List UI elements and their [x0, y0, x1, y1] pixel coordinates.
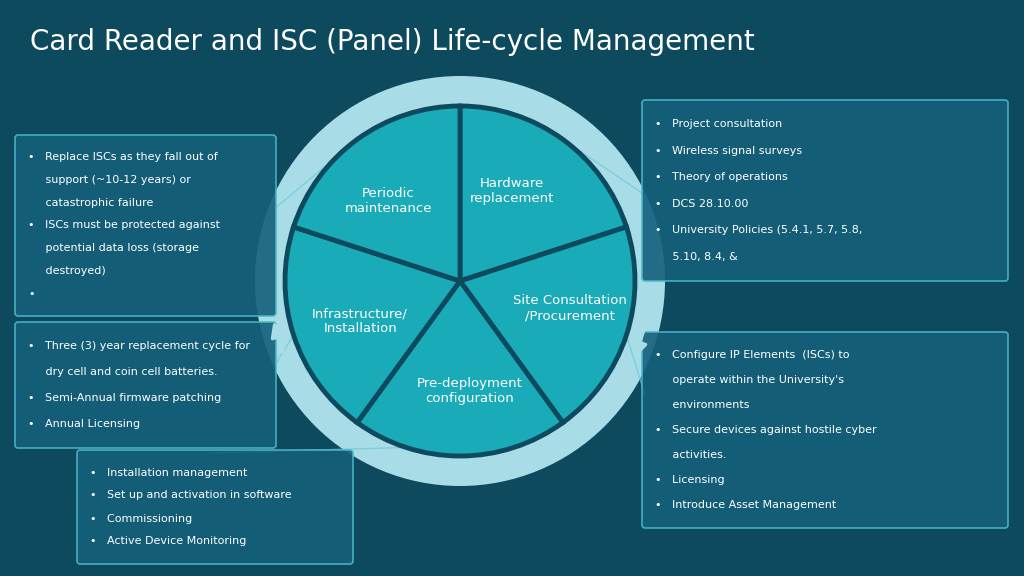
Text: destroyed): destroyed): [28, 266, 105, 276]
Text: •   Active Device Monitoring: • Active Device Monitoring: [90, 536, 247, 547]
Wedge shape: [294, 106, 460, 281]
Text: Pre-deployment
configuration: Pre-deployment configuration: [417, 377, 523, 405]
Text: •   Secure devices against hostile cyber: • Secure devices against hostile cyber: [655, 425, 877, 435]
Text: •   Installation management: • Installation management: [90, 468, 248, 478]
FancyBboxPatch shape: [15, 135, 276, 316]
Text: dry cell and coin cell batteries.: dry cell and coin cell batteries.: [28, 367, 218, 377]
Circle shape: [255, 76, 665, 486]
Text: •: •: [28, 289, 35, 298]
Wedge shape: [357, 281, 563, 456]
Text: •   Introduce Asset Management: • Introduce Asset Management: [655, 499, 837, 510]
Text: operate within the University's: operate within the University's: [655, 376, 844, 385]
Text: potential data loss (storage: potential data loss (storage: [28, 243, 199, 253]
Text: •   Three (3) year replacement cycle for: • Three (3) year replacement cycle for: [28, 341, 250, 351]
Text: environments: environments: [655, 400, 750, 410]
FancyBboxPatch shape: [642, 332, 1008, 528]
Wedge shape: [460, 227, 635, 423]
Text: activities.: activities.: [655, 450, 726, 460]
Wedge shape: [460, 106, 627, 281]
Text: •   DCS 28.10.00: • DCS 28.10.00: [655, 199, 749, 209]
Text: •   Annual Licensing: • Annual Licensing: [28, 419, 140, 429]
Text: support (~10-12 years) or: support (~10-12 years) or: [28, 175, 190, 185]
Text: catastrophic failure: catastrophic failure: [28, 198, 154, 208]
Text: •   Project consultation: • Project consultation: [655, 119, 782, 129]
Text: •   Replace ISCs as they fall out of: • Replace ISCs as they fall out of: [28, 153, 218, 162]
FancyBboxPatch shape: [15, 322, 276, 448]
Text: 5.10, 8.4, &: 5.10, 8.4, &: [655, 252, 737, 262]
Wedge shape: [285, 227, 460, 423]
Text: Infrastructure/
Installation: Infrastructure/ Installation: [312, 308, 409, 335]
FancyBboxPatch shape: [642, 100, 1008, 281]
FancyBboxPatch shape: [77, 450, 353, 564]
Text: •   Theory of operations: • Theory of operations: [655, 172, 787, 182]
Text: Hardware
replacement: Hardware replacement: [470, 177, 554, 205]
Text: •   Configure IP Elements  (ISCs) to: • Configure IP Elements (ISCs) to: [655, 350, 850, 361]
Text: •   Wireless signal surveys: • Wireless signal surveys: [655, 146, 802, 156]
Text: •   Set up and activation in software: • Set up and activation in software: [90, 491, 292, 501]
Text: Card Reader and ISC (Panel) Life-cycle Management: Card Reader and ISC (Panel) Life-cycle M…: [30, 28, 755, 56]
Text: •   ISCs must be protected against: • ISCs must be protected against: [28, 221, 220, 230]
Text: •   Semi-Annual firmware patching: • Semi-Annual firmware patching: [28, 393, 221, 403]
Text: Site Consultation
/Procurement: Site Consultation /Procurement: [513, 294, 627, 323]
Text: •   Licensing: • Licensing: [655, 475, 725, 485]
Text: •   University Policies (5.4.1, 5.7, 5.8,: • University Policies (5.4.1, 5.7, 5.8,: [655, 225, 862, 235]
Text: •   Commissioning: • Commissioning: [90, 513, 193, 524]
Circle shape: [285, 106, 635, 456]
Text: Periodic
maintenance: Periodic maintenance: [344, 187, 432, 215]
